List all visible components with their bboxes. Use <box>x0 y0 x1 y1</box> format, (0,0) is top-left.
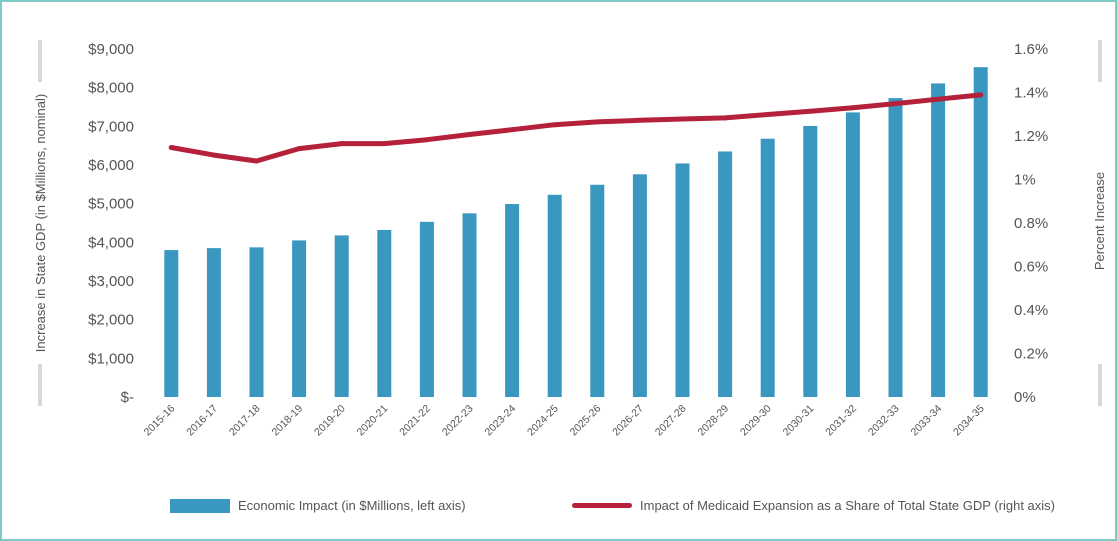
line-point <box>594 119 600 125</box>
bar <box>760 138 775 397</box>
bar <box>505 204 520 397</box>
line-point <box>424 137 430 143</box>
x-tick-label: 2028-29 <box>695 403 731 439</box>
left-tick-label: $1,000 <box>88 350 134 367</box>
left-tick-label: $4,000 <box>88 234 134 251</box>
x-tick-label: 2027-28 <box>653 403 689 439</box>
x-axis-ticks: 2015-16 2016-17 2017-18 2018-19 2019-20 2020-… <box>142 403 987 439</box>
bar <box>292 240 307 397</box>
x-tick-label: 2029-30 <box>738 403 774 439</box>
legend-swatch-bars <box>170 498 230 513</box>
left-tick-label: $6,000 <box>88 157 134 174</box>
right-tick-label: 1.2% <box>1014 128 1048 145</box>
bar <box>888 98 903 398</box>
left-tick-label: $9,000 <box>88 41 134 58</box>
bar <box>675 163 690 397</box>
x-tick-label: 2032-33 <box>866 403 902 439</box>
line-point <box>807 108 813 114</box>
x-tick-label: 2015-16 <box>142 403 178 439</box>
x-tick-label: 2030-31 <box>781 403 817 439</box>
line-point <box>893 101 898 107</box>
left-axis-title: Increase in State GDP (in $Millions, nom… <box>33 94 48 352</box>
line-point <box>978 92 984 98</box>
line-point <box>296 146 302 152</box>
bar-series <box>164 67 988 398</box>
line-point <box>552 122 558 128</box>
line-point <box>850 105 856 111</box>
axis-titles: Increase in State GDP (in $Millions, nom… <box>33 40 1107 406</box>
right-tick-label: 1% <box>1014 172 1036 189</box>
bar <box>249 247 264 397</box>
right-tick-label: 0.2% <box>1014 346 1048 363</box>
line-series-layer <box>168 92 984 164</box>
line-point <box>637 117 643 123</box>
x-tick-label: 2018-19 <box>269 403 305 439</box>
line-point <box>254 158 259 164</box>
line-point <box>680 116 685 122</box>
line-point <box>935 96 941 102</box>
x-tick-label: 2025-26 <box>568 403 604 439</box>
left-tick-label: $2,000 <box>88 312 134 329</box>
left-axis-ticks: $- $1,000 $2,000 $3,000 $4,000 $5,000 $6,000 $7… <box>88 41 134 406</box>
bar <box>547 194 562 397</box>
bar <box>718 151 733 397</box>
x-tick-label: 2031-32 <box>823 403 859 439</box>
line-point <box>211 152 217 158</box>
bar <box>845 112 860 397</box>
bar <box>419 221 434 397</box>
x-tick-label: 2019-20 <box>312 403 348 439</box>
right-axis-title: Percent Increase <box>1092 172 1107 270</box>
x-tick-label: 2033-34 <box>908 403 944 439</box>
line-point <box>381 141 387 147</box>
bar <box>632 174 647 397</box>
left-tick-label: $8,000 <box>88 80 134 97</box>
left-tick-label: $- <box>121 389 134 406</box>
bar <box>931 83 946 397</box>
x-tick-label: 2020-21 <box>355 403 391 439</box>
line-point <box>339 141 345 147</box>
right-tick-label: 0.4% <box>1014 302 1048 319</box>
right-tick-label: 0.8% <box>1014 215 1048 232</box>
x-tick-label: 2021-22 <box>397 403 433 439</box>
line-series <box>168 92 984 164</box>
line-point <box>467 131 472 137</box>
x-tick-label: 2022-23 <box>440 403 476 439</box>
bar <box>334 235 349 397</box>
legend-swatch-line <box>572 503 632 508</box>
right-tick-label: 0.6% <box>1014 259 1048 276</box>
line-point <box>168 145 174 151</box>
line-point <box>509 127 515 133</box>
legend-label-line: Impact of Medicaid Expansion as a Share … <box>640 498 1056 513</box>
bar <box>164 250 179 397</box>
x-tick-label: 2024-25 <box>525 403 561 439</box>
bar <box>803 125 818 398</box>
bar <box>973 67 988 397</box>
x-tick-label: 2016-17 <box>184 403 220 439</box>
bar <box>462 213 477 397</box>
right-tick-label: 1.4% <box>1014 85 1048 102</box>
line-point <box>765 111 771 117</box>
bar <box>206 248 221 397</box>
x-tick-label: 2017-18 <box>227 403 263 439</box>
right-axis-ticks: 0% 0.2% 0.4% 0.6% 0.8% 1% 1.2% 1.4% 1.6% <box>1014 41 1048 406</box>
x-tick-label: 2026-27 <box>610 403 646 439</box>
legend-item-bars: Economic Impact (in $Millions, left axis… <box>170 498 466 513</box>
right-tick-label: 1.6% <box>1014 41 1048 58</box>
left-tick-label: $3,000 <box>88 273 134 290</box>
bar <box>377 229 392 397</box>
x-tick-label: 2034-35 <box>951 403 987 439</box>
x-tick-label: 2023-24 <box>482 403 518 439</box>
legend-item-line: Impact of Medicaid Expansion as a Share … <box>572 498 1055 513</box>
left-tick-label: $7,000 <box>88 118 134 135</box>
left-tick-label: $5,000 <box>88 196 134 213</box>
bar <box>590 184 605 397</box>
right-tick-label: 0% <box>1014 389 1036 406</box>
legend-label-bars: Economic Impact (in $Millions, left axis… <box>238 498 466 513</box>
line-point <box>722 115 728 121</box>
